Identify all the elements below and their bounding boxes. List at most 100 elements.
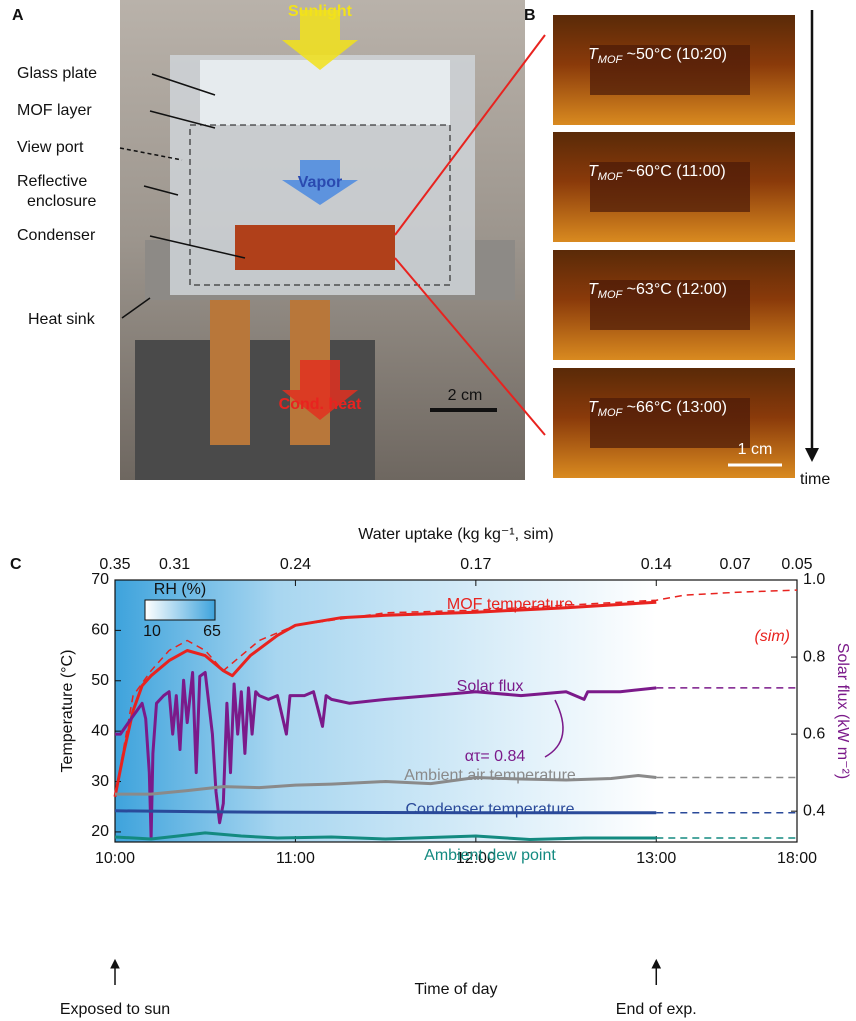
sunlight-arrow bbox=[282, 10, 358, 70]
subscript: MOF bbox=[598, 289, 624, 301]
zoom-lines bbox=[394, 34, 546, 436]
glass bbox=[200, 60, 450, 125]
annotation-arrow bbox=[544, 699, 564, 758]
rh-background bbox=[115, 580, 657, 842]
frame-text: ~60°C (11:00) bbox=[622, 163, 726, 180]
panel-c: C 10:00 11:00 12:00 13:00 18:00 0.35 0.31 0.24 0… bbox=[10, 526, 851, 1018]
panel-b: B time TMOF ~50°C (10:20)TMOF ~60°C (11:… bbox=[524, 7, 830, 488]
arrow-label: Cond. heat bbox=[279, 396, 362, 413]
time-arrowhead bbox=[805, 448, 819, 462]
x2-tick-label: 0.05 bbox=[781, 556, 812, 573]
panel-letter: C bbox=[10, 556, 22, 573]
series-line bbox=[114, 831, 657, 841]
symbol: T bbox=[588, 281, 599, 298]
colorbar-tick-label: 10 bbox=[143, 623, 161, 640]
panel-letter: A bbox=[12, 7, 24, 24]
arrow-label: Sunlight bbox=[288, 3, 353, 20]
label: MOF layer bbox=[17, 102, 92, 119]
heat-pipe bbox=[210, 295, 250, 445]
label: Glass plate bbox=[17, 65, 97, 82]
colorbar-tick-label: 65 bbox=[203, 623, 221, 640]
series-line bbox=[114, 809, 657, 815]
series-label: Solar flux bbox=[457, 678, 524, 695]
arrow-label: Vapor bbox=[298, 174, 342, 191]
annotation-arrowhead bbox=[651, 958, 662, 969]
series-line bbox=[115, 774, 657, 796]
x2-tick-label: 0.24 bbox=[280, 556, 311, 573]
time-label: time bbox=[800, 471, 830, 488]
frame-text: ~63°C (12:00) bbox=[622, 281, 727, 298]
vapor-arrow bbox=[282, 160, 358, 205]
scale-label: 2 cm bbox=[448, 387, 483, 404]
y2-tick-label: 1.0 bbox=[803, 571, 825, 588]
y-tick-label: 30 bbox=[91, 773, 109, 790]
y2-axis-label: Solar flux (kW m⁻²) bbox=[834, 643, 851, 779]
x-tick-label: 13:00 bbox=[636, 850, 676, 867]
label: Heat sink bbox=[28, 311, 96, 328]
y-tick-label: 20 bbox=[91, 823, 109, 840]
y2-tick-label: 0.8 bbox=[803, 648, 825, 665]
plot-frame bbox=[114, 579, 798, 843]
x-tick-label: 18:00 bbox=[777, 850, 817, 867]
x2-tick-label: 0.31 bbox=[159, 556, 190, 573]
series-label: Condenser temperature bbox=[406, 801, 575, 818]
frame-label: TMOF ~63°C (12:00) bbox=[588, 281, 727, 301]
label: View port bbox=[17, 139, 84, 156]
y-tick-label: 50 bbox=[91, 672, 109, 689]
x2-tick-label: 0.17 bbox=[460, 556, 491, 573]
panel-letter: B bbox=[524, 7, 536, 24]
symbol: T bbox=[588, 163, 599, 180]
frame-label: TMOF ~50°C (10:20) bbox=[588, 46, 727, 66]
condenser bbox=[235, 225, 395, 270]
x-tick-label: 12:00 bbox=[456, 850, 496, 867]
series-label: Ambient air temperature bbox=[404, 767, 576, 784]
series-line bbox=[114, 589, 798, 797]
annotation: Exposed to sun bbox=[60, 1001, 170, 1018]
frame-text: ~66°C (13:00) bbox=[622, 399, 727, 416]
series-line bbox=[113, 600, 657, 797]
x-axis-label: Time of day bbox=[415, 981, 498, 998]
frame-text: ~50°C (10:20) bbox=[622, 46, 727, 63]
scale-label: 1 cm bbox=[738, 441, 773, 458]
mof-region bbox=[590, 45, 750, 95]
panel-a: A Glass plate MOF layer View port Reflec… bbox=[12, 0, 546, 480]
frame-label: TMOF ~60°C (11:00) bbox=[588, 163, 726, 183]
heat-arrow bbox=[282, 360, 358, 420]
x2-tick-label: 0.14 bbox=[641, 556, 672, 573]
mof-region bbox=[590, 280, 750, 330]
x-tick-label: 11:00 bbox=[276, 850, 315, 867]
colorbar bbox=[144, 599, 216, 621]
series-line bbox=[115, 671, 657, 840]
y-tick-label: 60 bbox=[91, 622, 109, 639]
subscript: MOF bbox=[598, 407, 624, 419]
annotation: ατ= 0.84 bbox=[465, 748, 526, 765]
label: Reflective bbox=[17, 173, 87, 190]
y-tick-label: 40 bbox=[91, 722, 109, 739]
series-label: (sim) bbox=[754, 628, 790, 645]
label: Condenser bbox=[17, 227, 96, 244]
x2-tick-label: 0.07 bbox=[720, 556, 751, 573]
symbol: T bbox=[588, 399, 599, 416]
annotation-arrowhead bbox=[110, 958, 120, 969]
view-port bbox=[189, 124, 451, 286]
frame-label: TMOF ~66°C (13:00) bbox=[588, 399, 727, 419]
x2-tick-label: 0.35 bbox=[99, 556, 130, 573]
x-tick-label: 10:00 bbox=[95, 850, 135, 867]
subscript: MOF bbox=[598, 171, 624, 183]
leaders bbox=[119, 73, 246, 319]
subscript: MOF bbox=[598, 54, 624, 66]
mof-region bbox=[590, 398, 750, 448]
series-label: MOF temperature bbox=[447, 596, 573, 613]
x2-axis-label: Water uptake (kg kg⁻¹, sim) bbox=[358, 526, 553, 543]
y2-tick-label: 0.6 bbox=[803, 725, 825, 742]
symbol: T bbox=[588, 46, 599, 63]
colorbar-title: RH (%) bbox=[154, 581, 206, 598]
y2-tick-label: 0.4 bbox=[803, 802, 825, 819]
y-axis-label: Temperature (°C) bbox=[59, 650, 76, 773]
y-tick-label: 70 bbox=[91, 571, 109, 588]
mof-region bbox=[590, 162, 750, 212]
annotation: End of exp. bbox=[616, 1001, 697, 1018]
series-label: Ambient dew point bbox=[424, 847, 556, 864]
label: enclosure bbox=[27, 193, 96, 210]
